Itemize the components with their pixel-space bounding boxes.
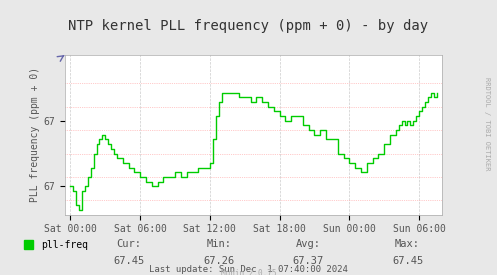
Text: NTP kernel PLL frequency (ppm + 0) - by day: NTP kernel PLL frequency (ppm + 0) - by …	[69, 19, 428, 33]
Text: Min:: Min:	[206, 239, 231, 249]
Text: Cur:: Cur:	[117, 239, 142, 249]
Text: Max:: Max:	[395, 239, 420, 249]
Text: 67.45: 67.45	[114, 256, 145, 266]
Text: 67.26: 67.26	[203, 256, 234, 266]
Text: 67.37: 67.37	[293, 256, 324, 266]
Text: 67.45: 67.45	[392, 256, 423, 266]
Text: Avg:: Avg:	[296, 239, 321, 249]
Text: Munin 2.0.75: Munin 2.0.75	[221, 269, 276, 275]
Legend: pll-freq: pll-freq	[20, 236, 92, 254]
Text: RRDTOOL / TOBI OETIKER: RRDTOOL / TOBI OETIKER	[484, 77, 490, 170]
Y-axis label: PLL frequency (ppm + 0): PLL frequency (ppm + 0)	[30, 67, 40, 202]
Text: Last update: Sun Dec  1 07:40:00 2024: Last update: Sun Dec 1 07:40:00 2024	[149, 265, 348, 274]
